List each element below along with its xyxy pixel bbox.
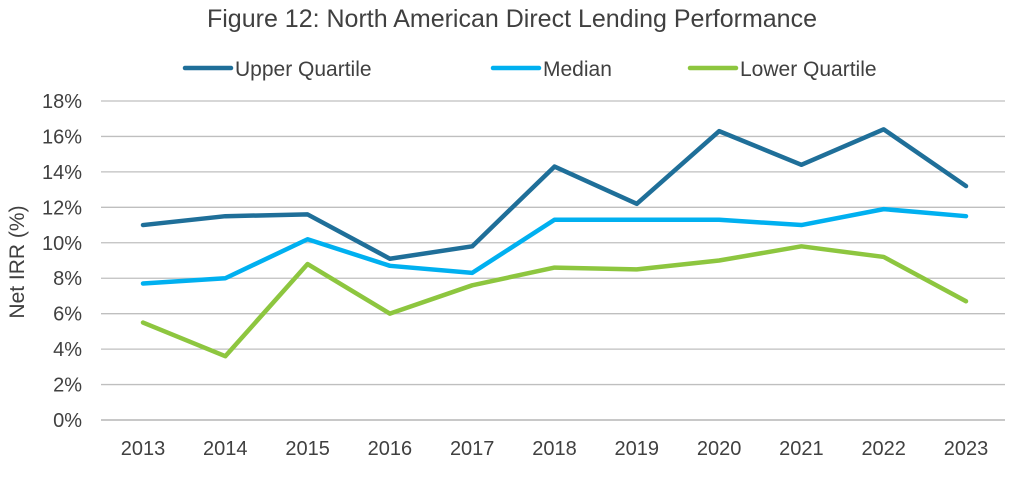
series-line-lower-quartile [140, 244, 969, 359]
legend: Upper Quartile Median Lower Quartile [182, 58, 877, 81]
x-tick-label: 2014 [203, 438, 248, 460]
y-tick-label: 10% [42, 233, 82, 255]
y-tick-label: 12% [42, 197, 82, 219]
series-lines [140, 127, 969, 359]
y-tick-label: 8% [53, 268, 82, 290]
gridlines [101, 100, 1005, 421]
x-tick-label: 2016 [368, 438, 413, 460]
legend-label: Median [543, 58, 612, 81]
y-tick-label: 4% [53, 339, 82, 361]
x-tick-label: 2022 [861, 438, 906, 460]
x-tick-label: 2019 [615, 438, 660, 460]
y-axis-ticks: 0% 2% 4% 6% 8% 10% 12% 14% 16% 18% [42, 91, 82, 432]
y-tick-label: 6% [53, 304, 82, 326]
x-tick-label: 2017 [450, 438, 495, 460]
y-tick-label: 14% [42, 162, 82, 184]
legend-label: Upper Quartile [235, 58, 372, 81]
x-axis-ticks: 2013 2014 2015 2016 2017 2018 2019 2020 2021 2022… [121, 438, 989, 460]
x-tick-label: 2015 [285, 438, 330, 460]
y-tick-label: 18% [42, 91, 82, 113]
x-tick-label: 2021 [779, 438, 824, 460]
series-line-upper-quartile [140, 127, 969, 261]
series-line-median [140, 206, 969, 286]
x-tick-label: 2018 [532, 438, 577, 460]
legend-label: Lower Quartile [740, 58, 877, 81]
y-tick-label: 16% [42, 126, 82, 148]
x-tick-label: 2013 [121, 438, 166, 460]
y-axis-label: Net IRR (%) [6, 205, 29, 318]
x-tick-label: 2020 [697, 438, 742, 460]
x-tick-label: 2023 [944, 438, 989, 460]
y-tick-label: 0% [53, 410, 82, 432]
chart-title: Figure 12: North American Direct Lending… [207, 5, 817, 33]
y-tick-label: 2% [53, 375, 82, 397]
